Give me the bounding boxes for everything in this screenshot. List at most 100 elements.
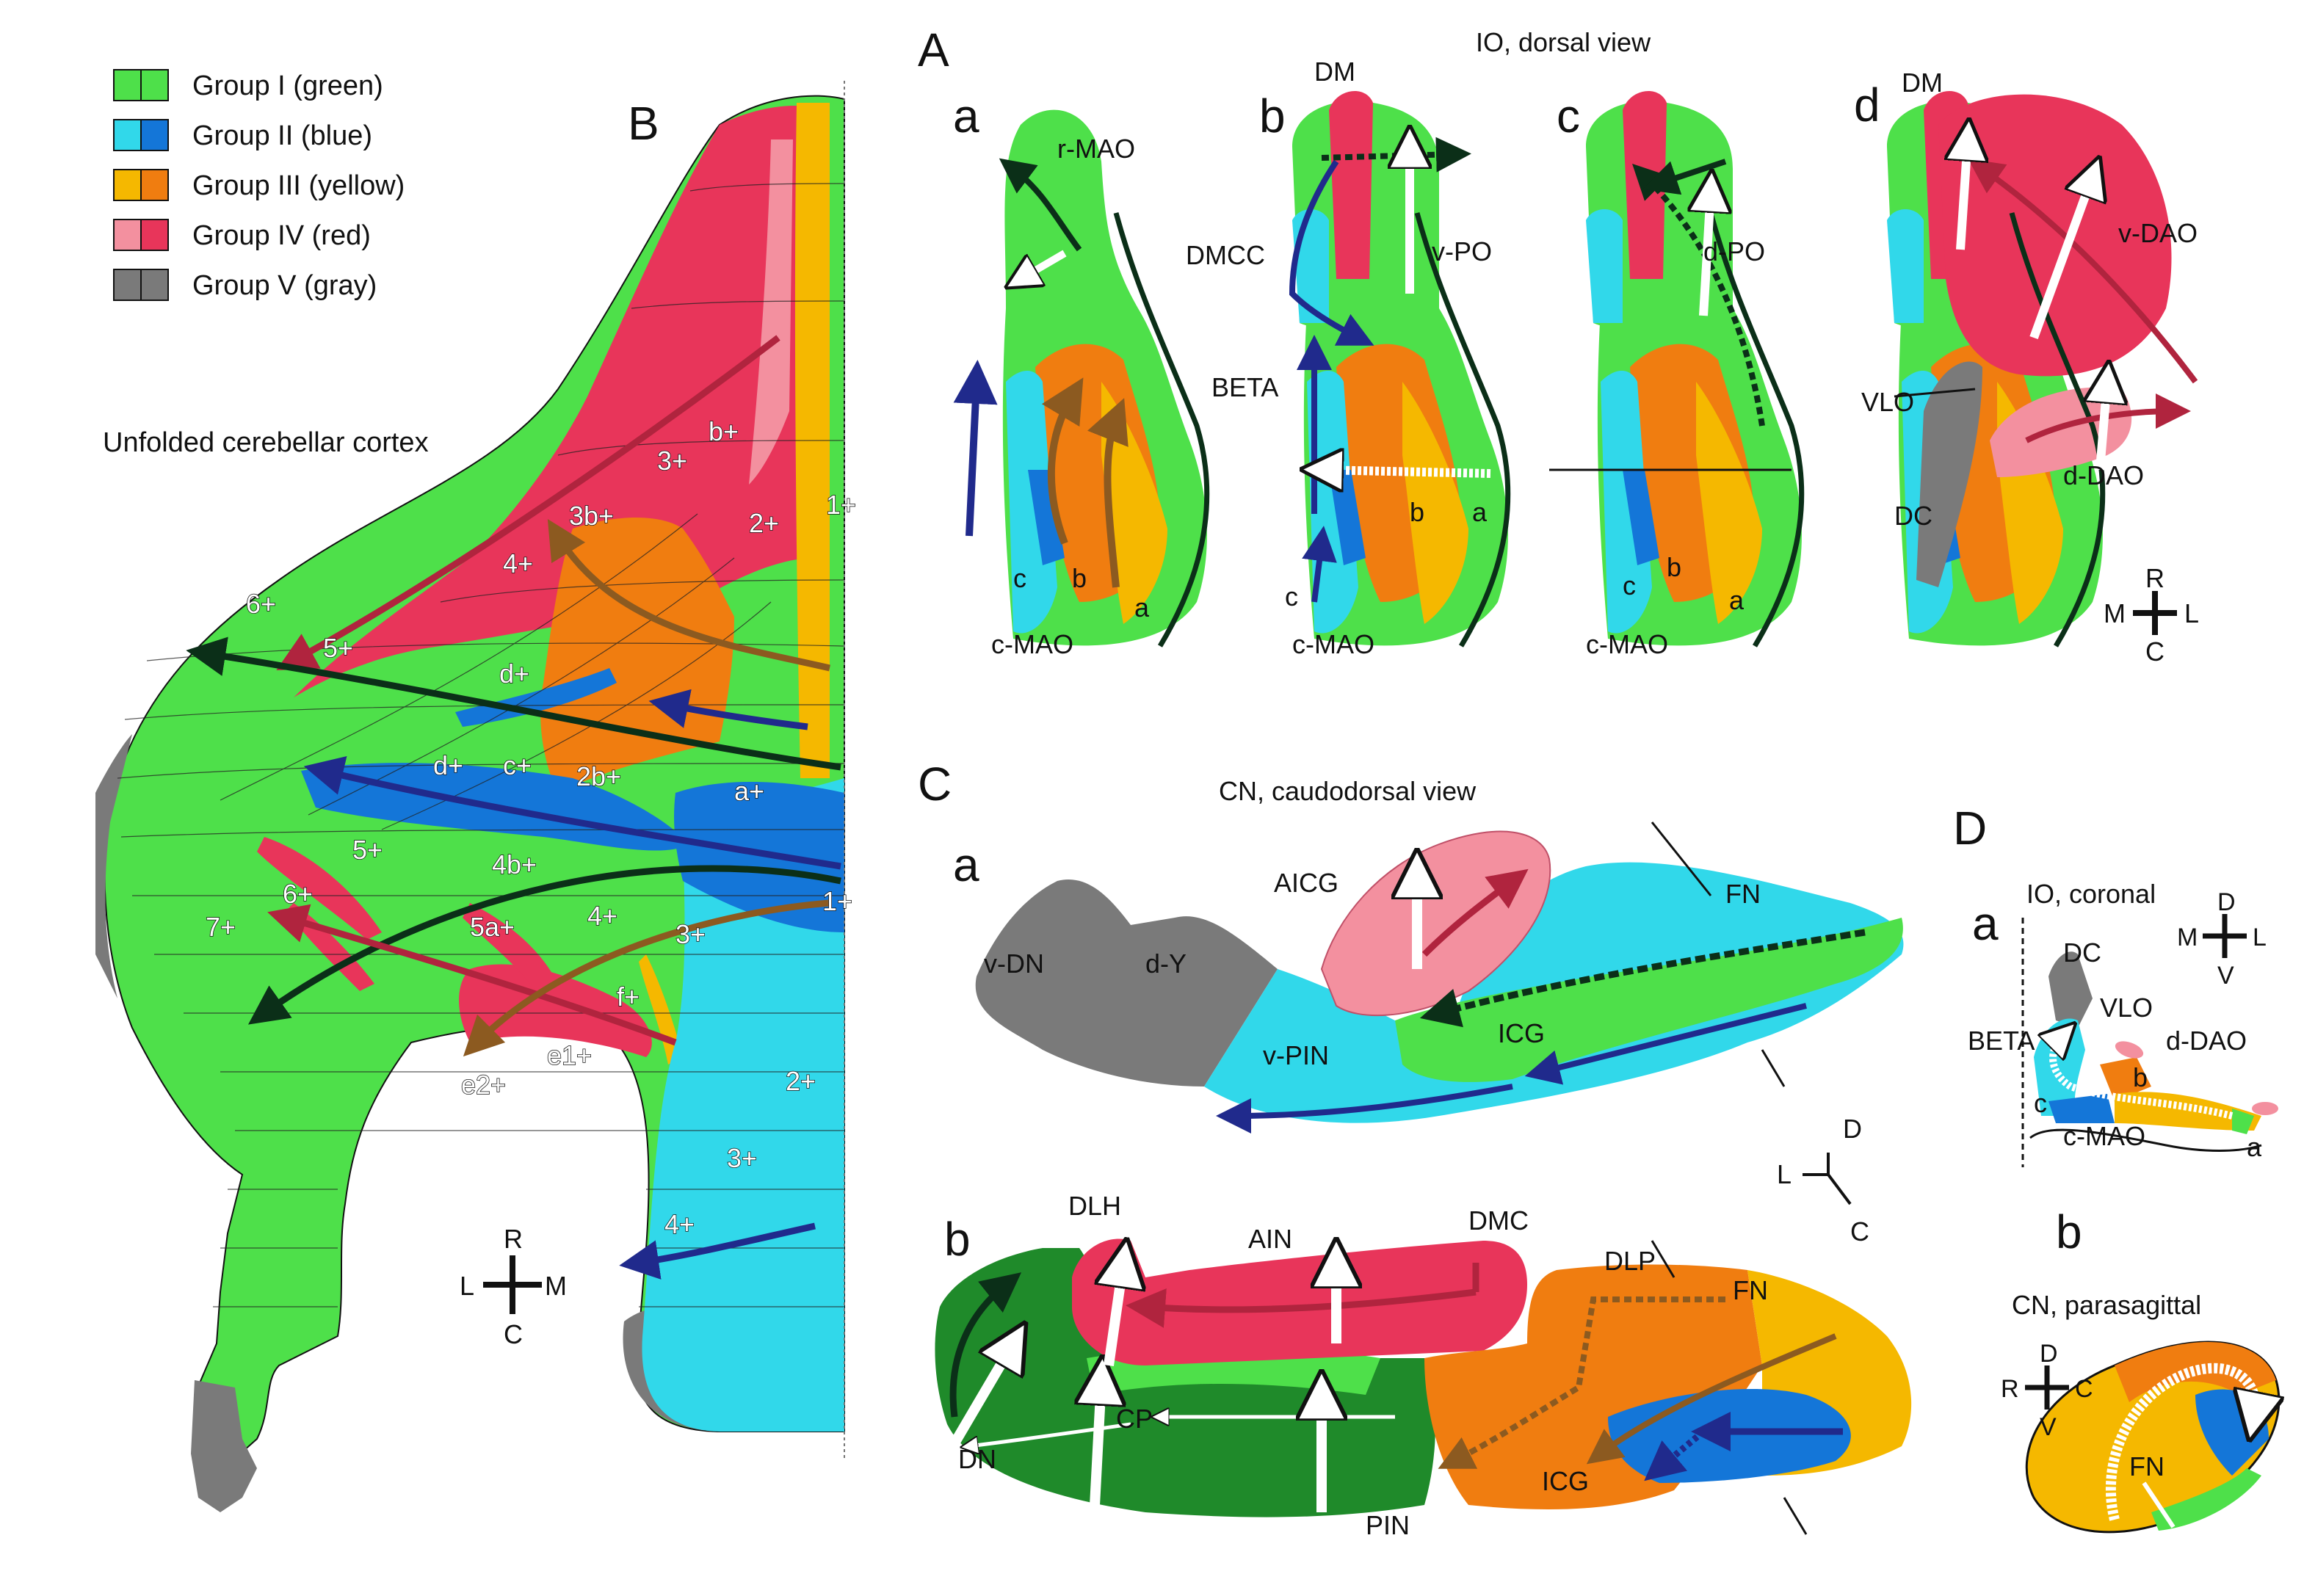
cn-b-structure-label: CP (1116, 1404, 1153, 1434)
cortex-zone-label: a+ (734, 776, 764, 806)
cortex-arrow-red-upper (276, 335, 780, 671)
panel-a: A IO, dorsal view a r-MAO c b a c-MAO b DM DMCC v… (918, 23, 2199, 667)
cortex-zone-label: 2+ (749, 508, 779, 538)
io-d-arrow-white-ddao (2100, 382, 2107, 471)
io-b-arrow-blue-top (1289, 159, 1374, 346)
io-structure-label: DM (1314, 57, 1355, 87)
cn-b-structure-label: DLP (1604, 1246, 1656, 1276)
io-structure-label: VLO (1861, 387, 1914, 417)
io-b-arrow-white-horizontal (1322, 470, 1491, 474)
cn-b-arrow-white-cp (1094, 1380, 1101, 1520)
io-structure-label: d-DAO (2063, 460, 2144, 490)
io-cyan (1006, 371, 1057, 634)
cn-b-red (1072, 1238, 1527, 1365)
cn-a-structure-label: ICG (1498, 1018, 1545, 1048)
io-d-vlo-leader (1894, 388, 1976, 398)
cortex-zone-label: e2+ (461, 1070, 506, 1100)
panel-c-letter: C (918, 758, 952, 810)
cn-b-cut-line-1 (1651, 1240, 1676, 1278)
io-blue (1329, 470, 1366, 565)
legend-item: Group V (gray) (113, 269, 377, 301)
cn-b-arrow-white-thin-2 (969, 1422, 1131, 1446)
legend-item: Group II (blue) (113, 119, 372, 151)
legend-swatch-right (140, 269, 169, 301)
cn-a-arrow-blue-upper (1524, 1003, 1807, 1085)
io-subpanel-d (1887, 90, 2172, 648)
io-structure-label: b (1072, 563, 1087, 593)
io-d-arrow-white-vdao (2029, 176, 2093, 340)
cortex-zone-labels: 1+ 2+ 3+ b+ 3b+ 4+ 6+ 5+ d+ d+ c+ 2b+ a+ 5+ 4b+ 1+ 6+ 7+ 5… (205, 416, 857, 1240)
cortex-arrow-blue-upper (648, 689, 808, 730)
io-structure-label: v-PO (1432, 236, 1492, 266)
cortex-arrow-brown-lower (463, 899, 830, 1057)
cortex-zone-label: 7+ (206, 912, 236, 942)
cortex-zone-label: 1+ (822, 886, 852, 916)
panel-a-title: IO, dorsal view (1476, 27, 1651, 57)
cortex-zone-label: 4+ (503, 548, 533, 578)
legend-swatch-right (140, 119, 169, 151)
cortex-zone-label: d+ (433, 750, 463, 780)
cortex-arrow-red-lower (267, 904, 677, 1046)
cn-a-green-icg (1395, 918, 1903, 1082)
orient-a-right: L (2184, 598, 2199, 628)
orient-b-left: L (460, 1271, 474, 1301)
cn-a-arrow-dark (1419, 929, 1866, 1028)
orient-da-left: M (2177, 924, 2198, 951)
cn-a-cut-line-1 (1651, 821, 1712, 896)
cortex-zone-label: 4b+ (492, 849, 537, 879)
cortex-arrow-blue-middle (303, 755, 841, 870)
io-blue (1028, 470, 1065, 565)
orient-db-down: V (2040, 1413, 2057, 1441)
panel-d-b-title: CN, parasagittal (2012, 1290, 2201, 1320)
legend-label: Group I (green) (192, 70, 383, 101)
io-subpanel-letter: c (1557, 90, 1580, 142)
cortex-group2-cyan-lower (642, 778, 844, 1432)
panel-c-orientation: D L C (1777, 1114, 1869, 1247)
cn-a-arrow-red (1421, 868, 1529, 957)
legend-label: Group II (blue) (192, 120, 372, 151)
d-a-yellow (2115, 1092, 2261, 1131)
cn-b-arrow-white-dn (935, 1343, 1013, 1471)
cortex-zone-label: 3+ (675, 919, 706, 949)
orient-a-left: M (2104, 598, 2126, 628)
d-a-structure-label: d-DAO (2166, 1026, 2247, 1056)
io-d-arrow-red-upper (1968, 159, 2198, 384)
legend-swatch-left (113, 169, 142, 201)
cn-a-structure-label: FN (1725, 879, 1761, 909)
cortex-group4-red-stripe-6 (257, 837, 382, 940)
cn-a-gray-dn (975, 879, 1278, 1087)
d-a-gray-dc (2048, 951, 2093, 1028)
cn-a-cut-line-2 (1761, 1049, 1786, 1087)
cortex-group3-yellow-strip-4 (639, 954, 683, 1064)
d-b-green (2151, 1468, 2261, 1531)
cortex-zone-label: 1+ (826, 490, 856, 520)
panel-b: B Unfolded cerebellar cortex (95, 81, 857, 1512)
io-outline-curve (1113, 212, 1210, 648)
cortex-zone-label: 4+ (587, 901, 617, 931)
io-structure-label: v-DAO (2118, 218, 2198, 248)
cn-a-structure-label: v-DN (984, 948, 1044, 979)
orient-db-up: D (2040, 1340, 2058, 1368)
orient-c-down: C (1850, 1216, 1869, 1247)
io-c-arrow-white (1703, 191, 1711, 316)
d-b-label-fn: FN (2129, 1451, 2164, 1481)
d-a-orientation: D V M L (2177, 888, 2267, 990)
cortex-zone-label: d+ (499, 659, 529, 689)
io-structure-label: d-PO (1703, 236, 1765, 266)
cn-b-structure-label: AIN (1248, 1224, 1292, 1254)
io-d-arrow-white-dm (1960, 139, 1968, 250)
legend-label: Group V (gray) (192, 270, 377, 301)
io-dm-red (1329, 90, 1373, 280)
io-structure-label: DM (1902, 68, 1943, 98)
orient-da-up: D (2217, 888, 2236, 916)
cortex-zone-label: e1+ (547, 1040, 592, 1070)
orient-b-up: R (504, 1224, 523, 1254)
io-dmcc-cyan (1887, 209, 1924, 323)
io-structure-label: DMCC (1186, 240, 1265, 270)
panel-d-b-letter: b (2056, 1205, 2082, 1258)
cortex-zone-label: 6+ (283, 879, 313, 909)
panel-a-letter: A (918, 23, 949, 76)
legend-swatch-right (140, 169, 169, 201)
io-a-arrow-blue (953, 360, 998, 537)
cortex-group2-dark-a (674, 782, 844, 932)
